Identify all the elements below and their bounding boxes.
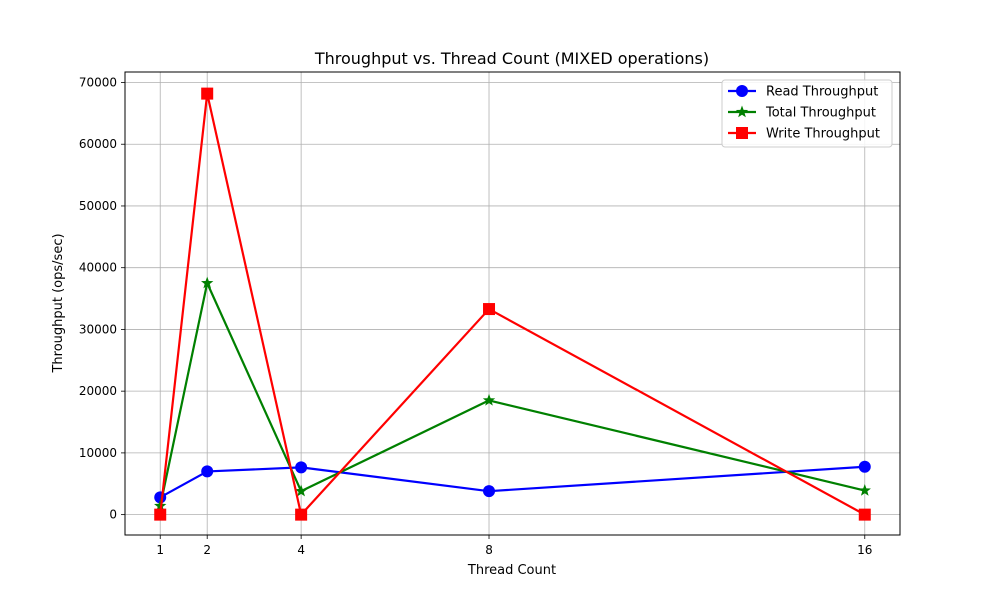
write-throughput-point bbox=[201, 87, 214, 100]
legend-box bbox=[721, 79, 893, 148]
legend-write-throughput-marker bbox=[736, 127, 748, 139]
x-tick-label: 4 bbox=[297, 543, 305, 557]
chart-title: Throughput vs. Thread Count (MIXED opera… bbox=[314, 49, 709, 68]
legend-read-throughput-marker bbox=[736, 85, 748, 97]
read-throughput-point bbox=[295, 461, 308, 474]
legend-total-throughput-label: Total Throughput bbox=[765, 106, 876, 121]
x-tick-label: 16 bbox=[857, 543, 872, 557]
write-throughput-point bbox=[154, 508, 167, 521]
write-throughput-point bbox=[858, 508, 871, 521]
x-tick-label: 8 bbox=[485, 543, 493, 557]
y-tick-label: 10000 bbox=[79, 446, 117, 460]
plot-frame bbox=[124, 71, 901, 536]
read-throughput-series bbox=[154, 460, 871, 504]
grid-layer bbox=[125, 72, 900, 535]
legend: Read Throughput Total Throughput Write Thr… bbox=[721, 79, 893, 148]
total-throughput-point bbox=[294, 484, 308, 497]
total-throughput-point bbox=[201, 276, 214, 289]
y-tick-label: 50000 bbox=[79, 199, 117, 213]
total-throughput-point bbox=[482, 393, 496, 406]
total-throughput-point bbox=[858, 484, 871, 496]
legend-read-throughput-label: Read Throughput bbox=[766, 85, 878, 100]
y-tick-label: 30000 bbox=[79, 322, 117, 336]
write-throughput-point bbox=[295, 508, 308, 521]
y-tick-label: 20000 bbox=[79, 384, 117, 398]
axis-layer: 1 2 4 8 16 0 10000 20000 30000 40000 50000 60000 700… bbox=[79, 75, 873, 557]
write-throughput-series bbox=[154, 87, 871, 521]
x-tick-label: 2 bbox=[203, 543, 211, 557]
series-layer bbox=[154, 87, 871, 521]
legend-total-throughput-marker bbox=[735, 105, 749, 118]
read-throughput-point bbox=[201, 465, 214, 478]
y-tick-label: 0 bbox=[109, 508, 117, 522]
y-tick-label: 70000 bbox=[79, 75, 117, 89]
read-throughput-point bbox=[858, 460, 871, 473]
y-tick-label: 40000 bbox=[79, 261, 117, 275]
y-tick-label: 60000 bbox=[79, 137, 117, 151]
read-throughput-point bbox=[483, 485, 496, 498]
x-axis-label: Thread Count bbox=[467, 563, 556, 578]
x-tick-label: 1 bbox=[156, 543, 164, 557]
write-throughput-point bbox=[483, 303, 496, 316]
y-axis-label: Throughput (ops/sec) bbox=[51, 233, 66, 373]
legend-write-throughput-label: Write Throughput bbox=[766, 127, 880, 142]
